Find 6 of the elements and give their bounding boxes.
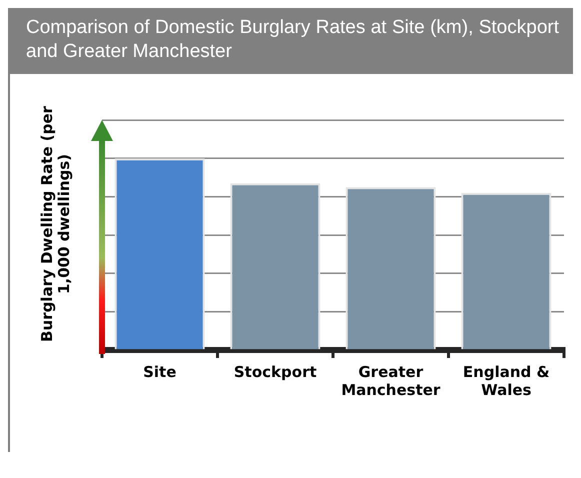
chart-title: Comparison of Domestic Burglary Rates at Site (km), Stockport and Greater Manchester: [8, 8, 573, 74]
x-tick-label: England & Wales: [462, 362, 550, 399]
x-tick-label: Site: [143, 362, 176, 381]
x-tick-label: Stockport: [234, 362, 317, 381]
x-tick-label: Greater Manchester: [341, 362, 441, 399]
y-axis-title: Burglary Dwelling Rate (per 1,000 dwellings): [38, 105, 73, 344]
